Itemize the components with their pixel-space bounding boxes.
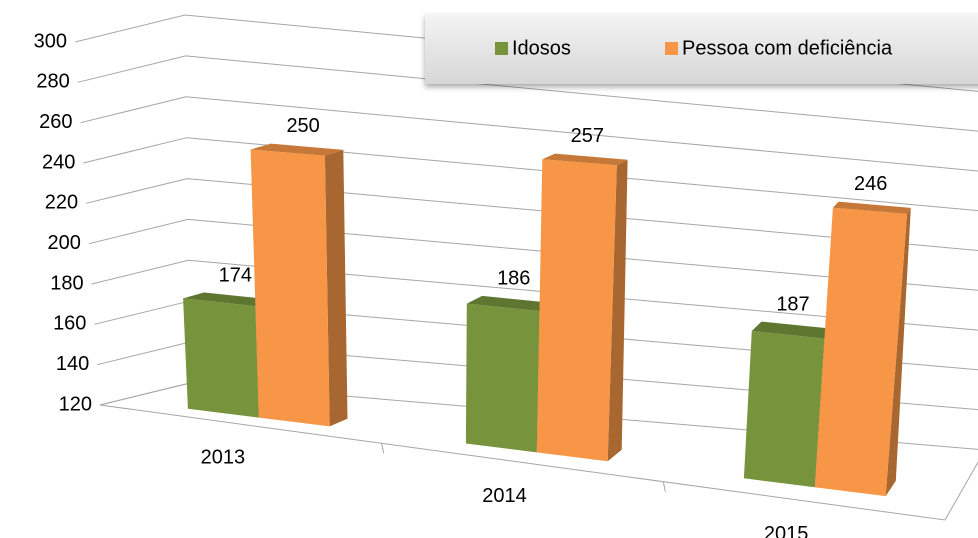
bar-top — [250, 143, 344, 156]
y-tick-label: 140 — [56, 353, 89, 375]
bar-front — [183, 298, 259, 418]
bar — [536, 153, 628, 462]
y-tick-label: 120 — [59, 393, 92, 415]
grid-line — [83, 137, 978, 212]
grid-line — [85, 178, 978, 251]
y-tick-label: 220 — [45, 192, 78, 214]
y-tick-label: 180 — [50, 272, 83, 294]
bar-top — [832, 201, 911, 214]
grid-line — [80, 96, 978, 172]
bar-side — [607, 159, 628, 462]
y-tick-label: 160 — [53, 313, 86, 335]
bar-side — [324, 149, 348, 427]
bar-top — [466, 295, 554, 312]
value-label: 174 — [219, 264, 252, 286]
x-tick-label: 2013 — [201, 446, 246, 468]
x-tick-label: 2015 — [764, 523, 809, 538]
x-tick — [381, 443, 385, 454]
y-tick-label: 280 — [36, 71, 69, 93]
y-tick-label: 300 — [34, 30, 67, 52]
x-tick — [662, 481, 666, 492]
bar-front — [814, 207, 908, 497]
bars: 174 250 186 257 187 246 — [183, 115, 911, 497]
value-label: 187 — [776, 293, 809, 315]
bar — [250, 143, 348, 427]
grid-line — [88, 218, 978, 291]
bar-front — [536, 159, 617, 462]
bar — [814, 201, 911, 497]
legend-swatch — [665, 42, 678, 55]
floor — [99, 382, 978, 521]
y-tick-label: 240 — [42, 151, 75, 173]
bar-front — [465, 303, 540, 453]
legend-box — [425, 14, 978, 84]
value-label: 250 — [286, 115, 319, 137]
bar-front — [743, 331, 825, 488]
grid: 120 140 160 180 200 220 240 260 280 300 2013 2014 20… — [34, 14, 978, 538]
grid-line — [77, 55, 978, 132]
bar-top — [542, 153, 628, 166]
bar-top — [751, 321, 833, 339]
value-label: 246 — [854, 173, 887, 195]
bar-side — [885, 207, 911, 497]
bar-front — [250, 149, 330, 427]
value-label: 257 — [571, 125, 604, 147]
legend-label: Pessoa com deficiência — [682, 37, 893, 59]
x-tick-label: 2014 — [482, 485, 527, 507]
legend: Idosos Pessoa com deficiência — [425, 14, 978, 84]
bar-top — [183, 292, 275, 307]
y-tick-label: 260 — [39, 111, 72, 133]
value-label: 186 — [497, 268, 530, 290]
y-tick-label: 200 — [48, 232, 81, 254]
grid-line — [91, 259, 978, 331]
legend-label: Idosos — [512, 37, 571, 59]
legend-swatch — [495, 42, 508, 55]
